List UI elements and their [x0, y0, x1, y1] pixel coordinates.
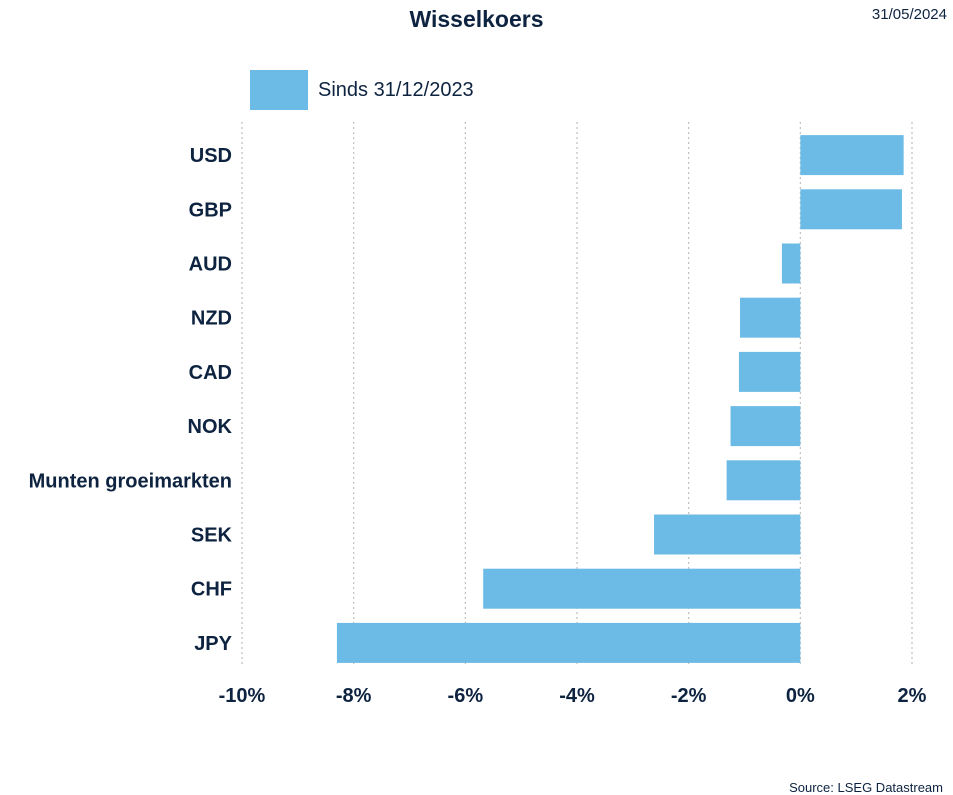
x-tick-label: -6%: [448, 685, 484, 707]
bar: [781, 243, 801, 284]
legend-label: Sinds 31/12/2023: [318, 78, 474, 101]
bar: [654, 514, 801, 555]
category-label: CHF: [191, 579, 232, 601]
category-label: CAD: [189, 362, 232, 384]
bar: [800, 135, 904, 176]
category-label: SEK: [191, 525, 233, 547]
category-label: NZD: [191, 308, 232, 330]
bar-layer: [336, 135, 904, 663]
category-label: GBP: [189, 199, 232, 221]
legend-swatch: [250, 70, 308, 110]
bar: [740, 297, 801, 338]
x-tick-label: -10%: [219, 685, 266, 707]
category-label: USD: [190, 145, 232, 167]
chart-date: 31/05/2024: [871, 6, 947, 23]
chart-title: Wisselkoers: [409, 6, 544, 32]
source-note: Source: LSEG Datastream: [789, 780, 943, 795]
x-tick-label: -2%: [671, 685, 707, 707]
bar: [800, 189, 902, 230]
bar: [483, 568, 801, 609]
x-tick-label: -4%: [559, 685, 595, 707]
bar: [726, 460, 801, 501]
x-tick-label: -8%: [336, 685, 372, 707]
category-label: AUD: [189, 254, 232, 276]
category-label: JPY: [194, 633, 232, 655]
bar: [336, 622, 801, 663]
legend: Sinds 31/12/2023: [250, 70, 474, 110]
x-tick-label: 0%: [786, 685, 815, 707]
bar: [730, 406, 801, 447]
x-tick-label: 2%: [898, 685, 927, 707]
category-label: Munten groeimarkten: [29, 470, 232, 492]
bar: [738, 351, 801, 392]
category-label: NOK: [188, 416, 233, 438]
label-layer: -10% -8% -6% -4% -2% 0% 2% USD GBP AUD NZD CAD NOK Mu…: [29, 145, 927, 707]
